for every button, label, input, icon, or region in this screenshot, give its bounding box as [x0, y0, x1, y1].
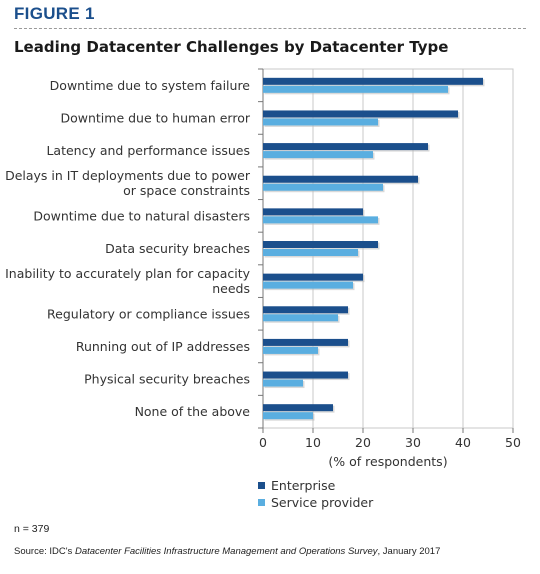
category-label-2: Latency and performance issues	[46, 143, 250, 158]
bar-service-provider-8	[263, 346, 318, 354]
x-tick-label-40: 40	[455, 435, 471, 450]
category-label-1: Downtime due to human error	[60, 110, 250, 125]
bar-service-provider-1	[263, 118, 378, 126]
bar-service-provider-3	[263, 183, 383, 191]
header-divider	[14, 28, 526, 29]
bar-service-provider-2	[263, 151, 373, 159]
chart-title: Leading Datacenter Challenges by Datacen…	[14, 38, 449, 56]
category-label-3: Delays in IT deployments due to power or …	[5, 168, 251, 198]
bar-enterprise-2	[263, 143, 428, 151]
bar-enterprise-0	[263, 77, 483, 85]
legend-swatch-enterprise	[258, 482, 265, 489]
bar-enterprise-10	[263, 404, 333, 412]
legend-label-enterprise: Enterprise	[271, 478, 336, 493]
source-prefix: Source: IDC's	[14, 546, 75, 557]
category-label-5: Data security breaches	[105, 241, 250, 256]
bar-service-provider-7	[263, 314, 338, 322]
x-tick-label-50: 50	[505, 435, 521, 450]
bar-enterprise-3	[263, 175, 418, 183]
bar-enterprise-7	[263, 306, 348, 314]
source-survey-title: Datacenter Facilities Infrastructure Man…	[74, 546, 378, 557]
bar-enterprise-4	[263, 208, 363, 216]
sample-size-note: n = 379	[14, 523, 50, 535]
x-tick-label-0: 0	[259, 435, 267, 450]
category-label-9: Physical security breaches	[84, 372, 250, 387]
bar-enterprise-9	[263, 371, 348, 379]
bar-service-provider-0	[263, 85, 448, 93]
bar-service-provider-10	[263, 412, 313, 420]
legend-swatch-service-provider	[258, 499, 265, 506]
bar-service-provider-6	[263, 281, 353, 289]
category-label-7: Regulatory or compliance issues	[47, 306, 250, 321]
bar-enterprise-1	[263, 110, 458, 118]
x-tick-label-20: 20	[355, 435, 371, 450]
category-label-6: Inability to accurately plan for capacit…	[5, 266, 250, 296]
bar-enterprise-8	[263, 338, 348, 346]
bar-service-provider-4	[263, 216, 378, 224]
legend: Enterprise Service provider	[258, 477, 373, 511]
bar-service-provider-9	[263, 379, 303, 387]
category-label-4: Downtime due to natural disasters	[33, 208, 250, 223]
source-suffix: , January 2017	[377, 546, 441, 557]
category-label-10: None of the above	[135, 404, 251, 419]
figure-label: FIGURE 1	[14, 4, 95, 23]
bar-service-provider-5	[263, 249, 358, 256]
legend-item-service-provider: Service provider	[258, 494, 373, 511]
category-label-8: Running out of IP addresses	[76, 339, 250, 354]
bar-enterprise-6	[263, 273, 363, 281]
x-axis-label: (% of respondents)	[328, 454, 448, 469]
category-label-0: Downtime due to system failure	[50, 78, 251, 93]
source-note: Source: IDC's Datacenter Facilities Infr…	[14, 546, 440, 557]
legend-label-service-provider: Service provider	[271, 495, 374, 510]
x-tick-label-30: 30	[405, 435, 421, 450]
x-tick-label-10: 10	[305, 435, 321, 450]
legend-item-enterprise: Enterprise	[258, 477, 373, 494]
bar-enterprise-5	[263, 241, 378, 248]
